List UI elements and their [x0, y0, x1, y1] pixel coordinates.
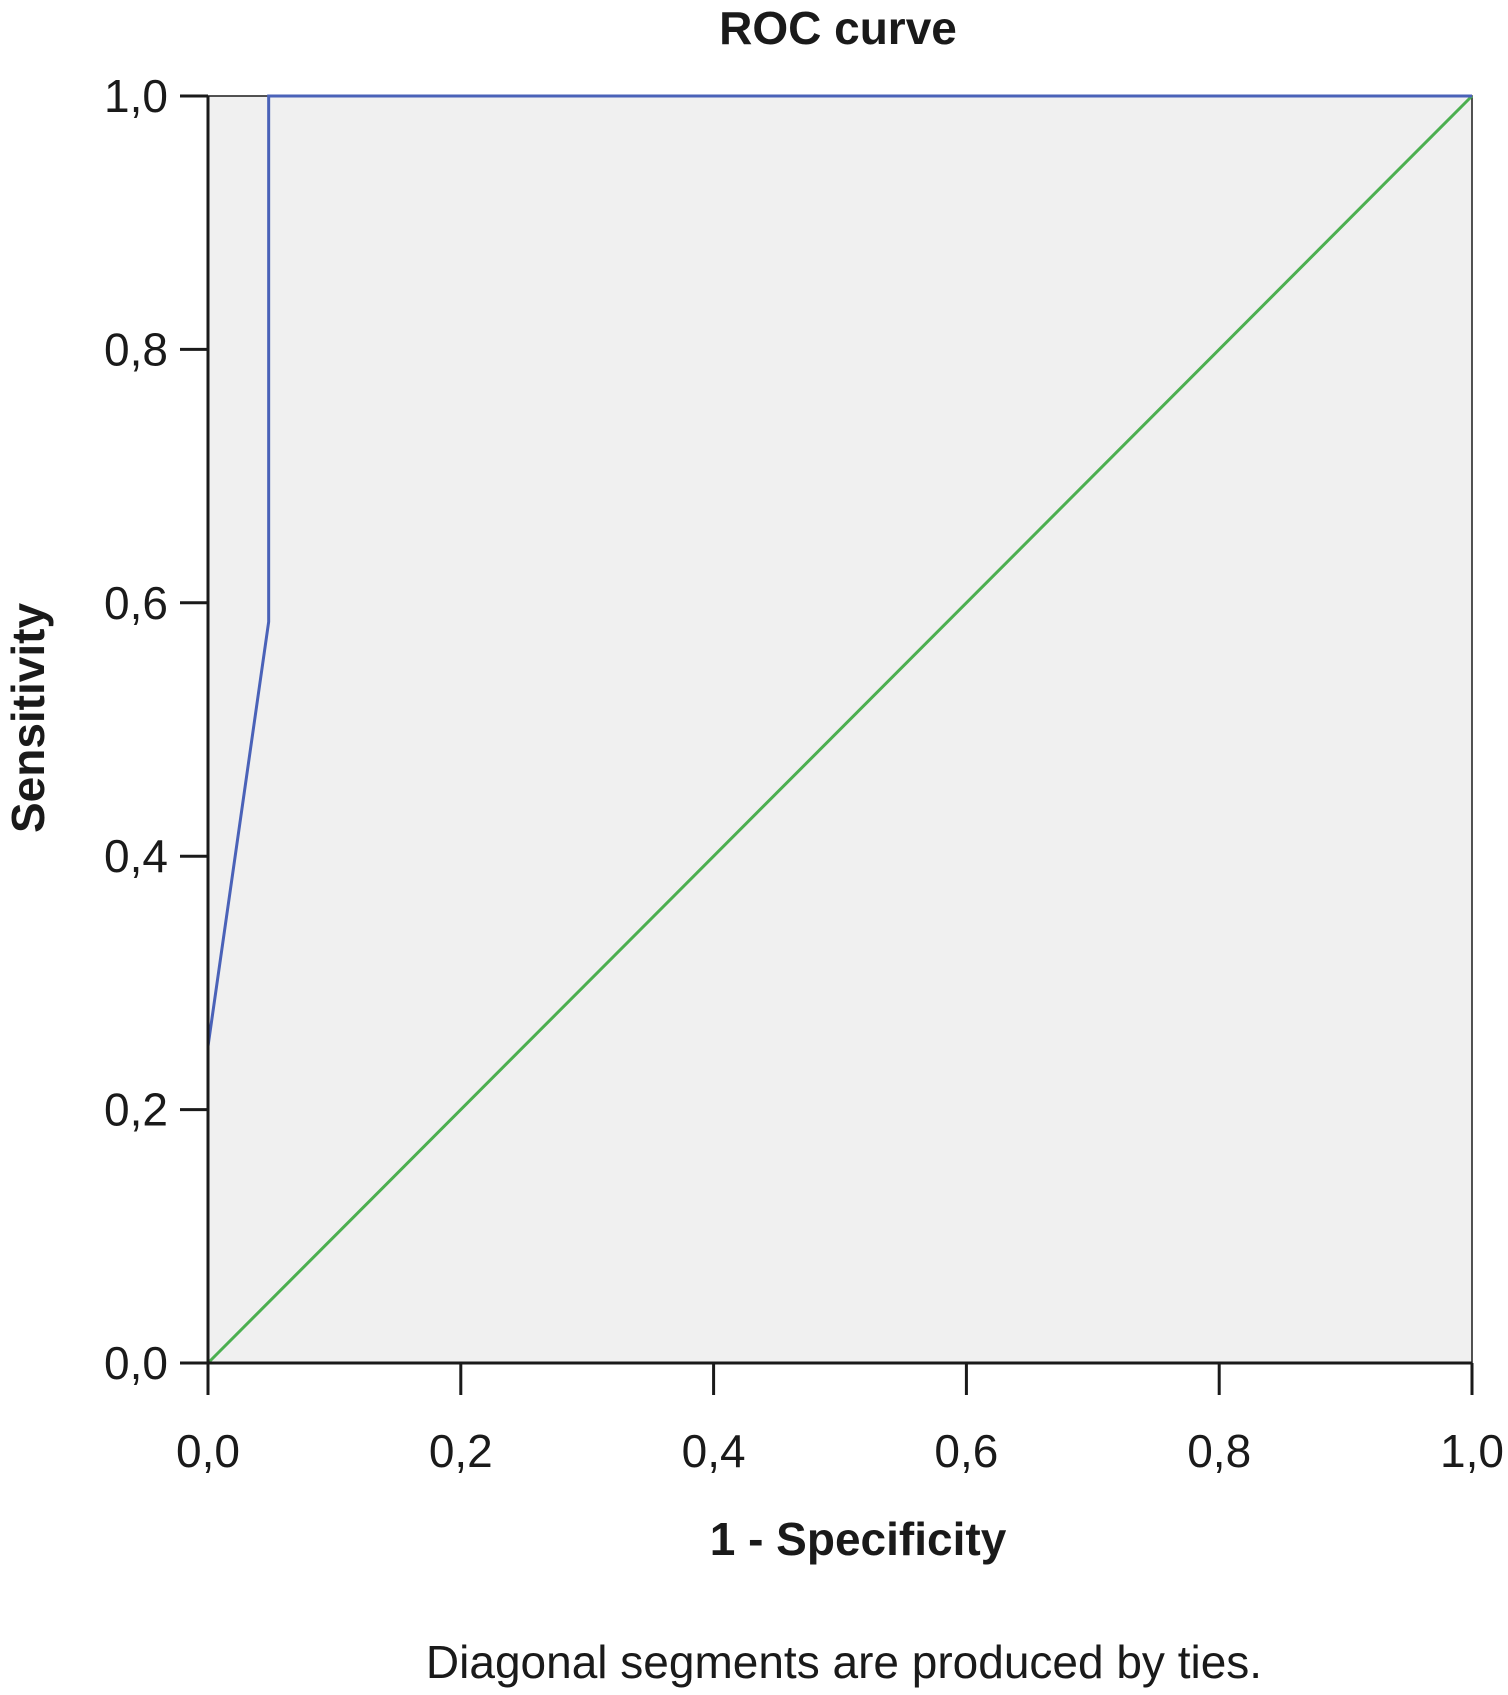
y-tick-label: 1,0	[104, 70, 168, 122]
y-tick-label: 0,6	[104, 577, 168, 629]
x-tick-label: 0,6	[934, 1425, 998, 1477]
y-tick-label: 0,8	[104, 323, 168, 375]
y-tick-label: 0,0	[104, 1337, 168, 1389]
y-axis-ticks: 0,0 0,2 0,4 0,6 0,8 1,0	[104, 70, 208, 1389]
x-tick-label: 0,2	[429, 1425, 493, 1477]
y-tick-label: 0,4	[104, 830, 168, 882]
chart-footnote: Diagonal segments are produced by ties.	[426, 1636, 1262, 1688]
chart-title: ROC curve	[719, 2, 957, 54]
y-axis-label: Sensitivity	[2, 603, 54, 834]
y-tick-label: 0,2	[104, 1084, 168, 1136]
x-axis-label: 1 - Specificity	[710, 1513, 1007, 1565]
x-tick-label: 0,8	[1187, 1425, 1251, 1477]
x-tick-label: 1,0	[1440, 1425, 1504, 1477]
x-tick-label: 0,0	[176, 1425, 240, 1477]
reference-diagonal-line	[206, 94, 1474, 1365]
x-axis-ticks: 0,0 0,2 0,4 0,6 0,8 1,0	[176, 1363, 1504, 1477]
x-tick-label: 0,4	[682, 1425, 746, 1477]
